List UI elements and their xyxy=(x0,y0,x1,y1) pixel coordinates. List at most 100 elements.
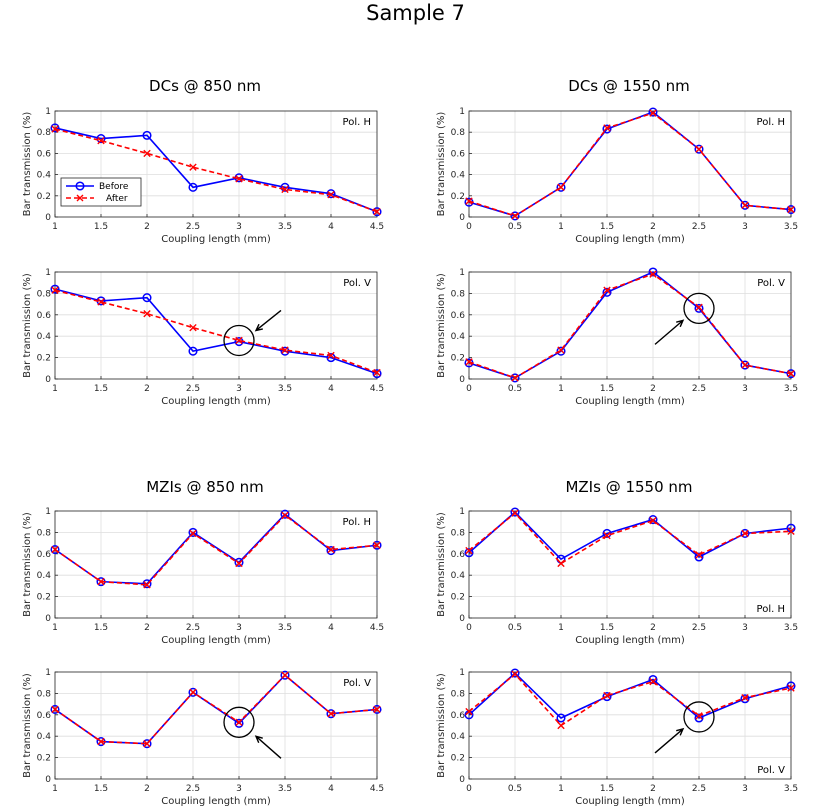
y-tick-label: 0.2 xyxy=(37,754,51,764)
y-tick-label: 1 xyxy=(459,507,465,517)
marker-after xyxy=(603,691,611,700)
legend: Before After xyxy=(60,177,142,207)
x-tick-label: 4.5 xyxy=(370,384,384,394)
x-tick-label: 1.5 xyxy=(94,384,108,394)
marker-before xyxy=(50,544,60,555)
marker-before xyxy=(648,267,658,277)
y-tick-label: 0.4 xyxy=(451,732,466,742)
x-tick-label: 4 xyxy=(328,623,334,633)
y-tick-label: 0 xyxy=(45,614,51,624)
series-line-after xyxy=(54,514,378,586)
y-tick-label: 0.2 xyxy=(37,354,51,364)
axes-box xyxy=(54,671,378,780)
x-tick-label: 4 xyxy=(328,784,334,794)
chart-dc1550-h: 0 0.5 1 1.5 2 2.5 3 3.5 0 0.2 0.4 0.6 0.8 1 Coupling l… xyxy=(436,107,798,245)
marker-after xyxy=(373,705,381,714)
highlight-circle xyxy=(683,292,715,325)
y-axis-label: Bar transmission (%) xyxy=(436,673,447,778)
marker-before xyxy=(280,509,290,519)
y-tick-label: 0 xyxy=(45,213,51,223)
plot-area xyxy=(469,511,791,618)
y-tick-label: 0.6 xyxy=(37,311,52,321)
chart-mzi1550-v: 0 0.5 1 1.5 2 2.5 3 3.5 0 0.2 0.4 0.6 0.8 1 Coupling l… xyxy=(436,668,798,807)
x-tick-label: 3.5 xyxy=(784,623,798,633)
x-axis-label: Coupling length (mm) xyxy=(575,635,685,646)
series-line-before xyxy=(54,288,378,375)
series-line-after xyxy=(54,128,378,213)
y-tick-label: 0 xyxy=(459,614,465,624)
marker-before xyxy=(694,144,704,154)
x-tick-label: 3.5 xyxy=(784,784,798,794)
marker-before xyxy=(648,674,658,685)
x-tick-label: 2 xyxy=(144,222,150,232)
x-tick-label: 0.5 xyxy=(508,222,522,232)
x-tick-label: 2 xyxy=(650,623,656,633)
legend-box xyxy=(60,177,142,207)
marker-before xyxy=(602,528,612,539)
marker-after xyxy=(373,208,381,216)
x-tick-label: 4.5 xyxy=(370,623,384,633)
x-tick-label: 3 xyxy=(742,222,748,232)
x-tick-label: 1 xyxy=(558,384,564,394)
chart-dc850-h: 1 1.5 2 2.5 3 3.5 4 4.5 0 0.2 0.4 0.6 0.8 1 Coupling l… xyxy=(22,107,384,245)
x-axis-label: Coupling length (mm) xyxy=(161,234,271,245)
marker-after xyxy=(235,718,243,726)
x-tick-label: 0 xyxy=(466,222,472,232)
polarization-label: Pol. V xyxy=(343,278,371,289)
marker-before xyxy=(142,293,152,303)
legend-label-before: Before xyxy=(99,182,129,192)
y-tick-label: 1 xyxy=(45,668,51,678)
marker-before xyxy=(234,557,244,567)
marker-after xyxy=(143,739,151,748)
marker-before xyxy=(234,718,244,728)
x-tick-label: 0.5 xyxy=(508,623,522,633)
legend-marker-before xyxy=(75,181,85,191)
marker-after xyxy=(465,358,473,366)
marker-before xyxy=(510,211,520,221)
marker-after xyxy=(787,205,795,214)
x-tick-label: 3 xyxy=(236,222,242,232)
x-tick-label: 1 xyxy=(558,222,564,232)
marker-after xyxy=(235,336,243,345)
polarization-label: Pol. H xyxy=(343,117,371,128)
x-tick-label: 2 xyxy=(650,784,656,794)
y-tick-label: 0.4 xyxy=(451,332,466,342)
x-tick-label: 3 xyxy=(742,384,748,394)
y-tick-label: 0.6 xyxy=(451,149,466,159)
marker-before xyxy=(740,694,750,704)
x-tick-label: 3 xyxy=(742,784,748,794)
x-tick-label: 3.5 xyxy=(278,384,292,394)
marker-after xyxy=(281,346,289,354)
x-tick-label: 3 xyxy=(236,623,242,633)
axes-box xyxy=(468,110,792,218)
marker-before xyxy=(326,546,336,556)
x-tick-label: 1 xyxy=(558,623,564,633)
marker-before xyxy=(188,527,198,537)
marker-before xyxy=(96,134,106,144)
x-tick-label: 3.5 xyxy=(278,784,292,794)
x-tick-label: 1.5 xyxy=(94,623,108,633)
x-tick-label: 0.5 xyxy=(508,384,522,394)
y-tick-label: 1 xyxy=(45,507,51,517)
marker-before xyxy=(510,507,520,517)
x-tick-label: 3.5 xyxy=(278,222,292,232)
marker-before xyxy=(50,284,60,294)
y-tick-label: 0.2 xyxy=(451,754,465,764)
legend-label-after: After xyxy=(106,194,128,204)
highlight-circle xyxy=(223,706,255,738)
x-tick-label: 2.5 xyxy=(186,384,200,394)
x-tick-label: 3 xyxy=(742,623,748,633)
marker-after xyxy=(695,145,703,153)
marker-before xyxy=(602,124,612,134)
x-tick-label: 2.5 xyxy=(692,784,706,794)
marker-after xyxy=(51,286,59,294)
marker-before xyxy=(510,668,520,678)
y-tick-label: 0 xyxy=(459,775,465,785)
series-line-after xyxy=(468,673,792,727)
x-tick-label: 4 xyxy=(328,222,334,232)
y-tick-label: 0.8 xyxy=(37,289,52,299)
y-tick-label: 0 xyxy=(45,775,51,785)
y-axis-label: Bar transmission (%) xyxy=(22,673,33,778)
marker-after xyxy=(649,109,657,117)
